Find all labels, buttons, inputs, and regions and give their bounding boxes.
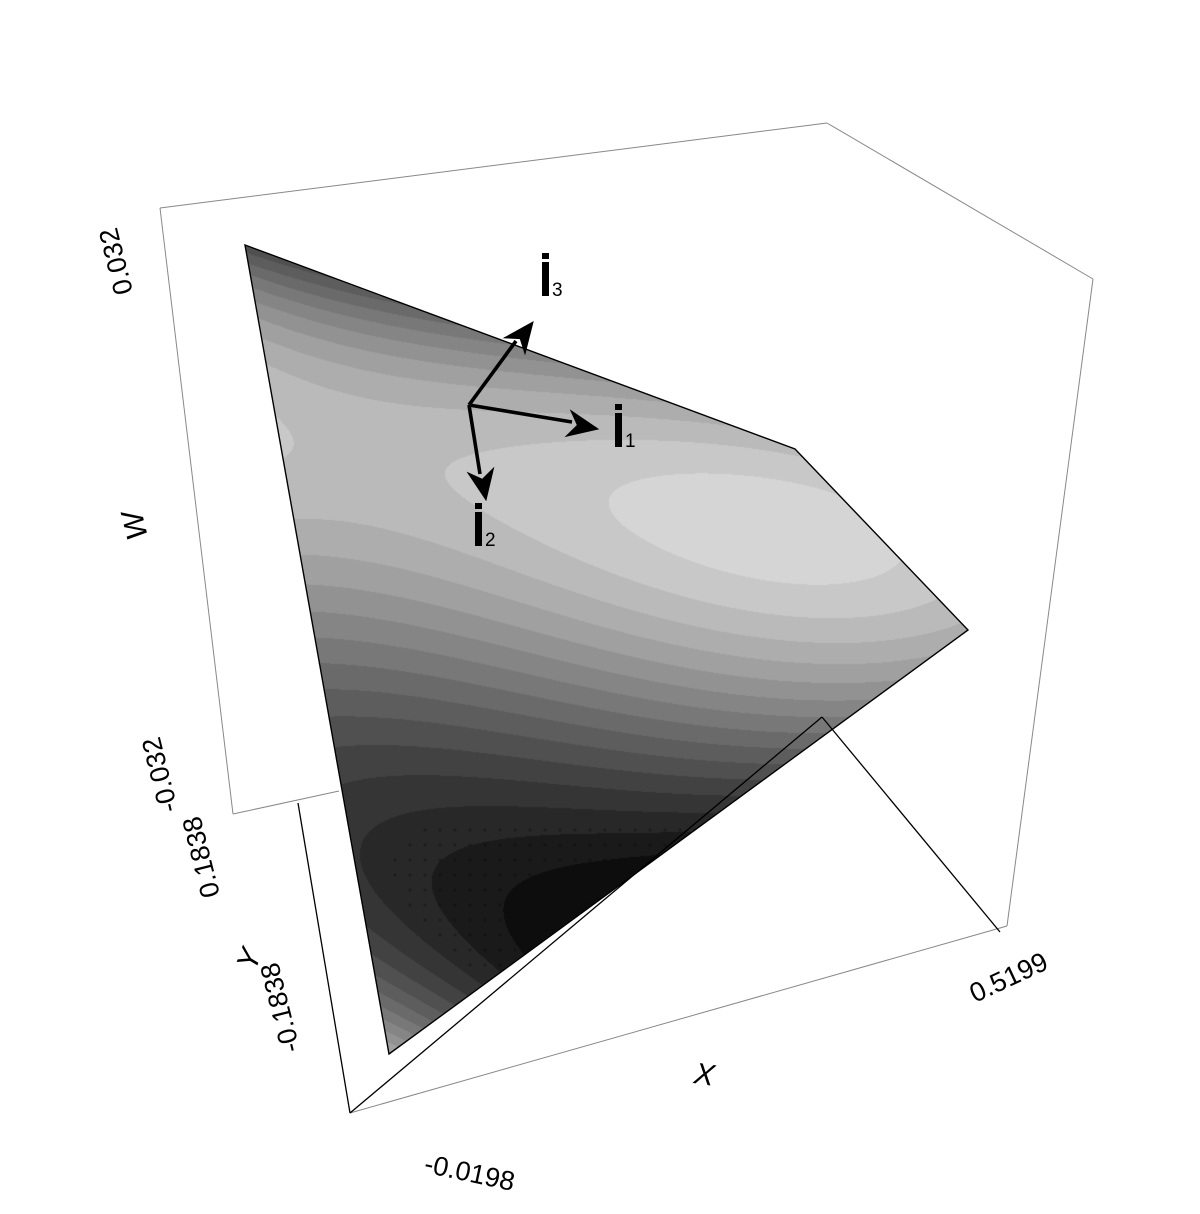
svg-text:-0.0198: -0.0198 [422,1149,518,1197]
svg-text:X: X [691,1057,717,1093]
svg-text:0.1838: 0.1838 [177,813,226,900]
svg-text:-0.032: -0.032 [136,734,184,816]
svg-text:2: 2 [485,530,496,551]
svg-text:W: W [115,505,155,543]
svg-text:Y: Y [231,942,270,974]
svg-text:3: 3 [552,280,563,301]
svg-text:0.032: 0.032 [93,225,138,298]
svg-text:0.5199: 0.5199 [965,946,1053,1008]
svg-text:-0.1838: -0.1838 [255,960,306,1056]
svg-text:1: 1 [625,431,636,452]
